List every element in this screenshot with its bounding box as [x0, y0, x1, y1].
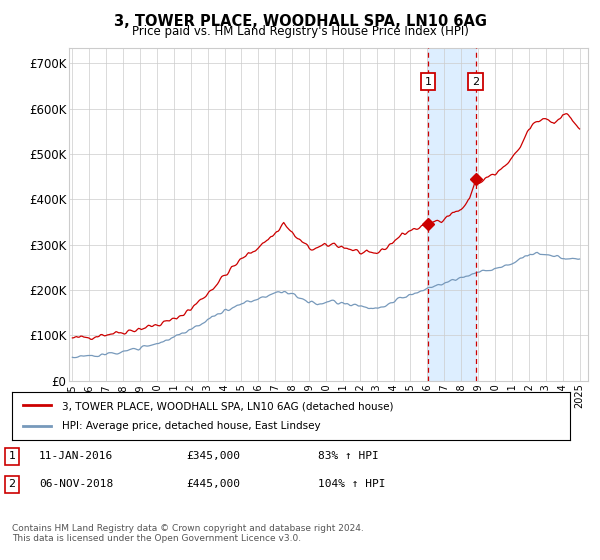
Text: 3, TOWER PLACE, WOODHALL SPA, LN10 6AG (detached house): 3, TOWER PLACE, WOODHALL SPA, LN10 6AG (… — [62, 402, 394, 411]
Text: HPI: Average price, detached house, East Lindsey: HPI: Average price, detached house, East… — [62, 421, 321, 431]
Text: Contains HM Land Registry data © Crown copyright and database right 2024.
This d: Contains HM Land Registry data © Crown c… — [12, 524, 364, 543]
Text: 83% ↑ HPI: 83% ↑ HPI — [318, 451, 379, 461]
Text: 11-JAN-2016: 11-JAN-2016 — [39, 451, 113, 461]
Text: Price paid vs. HM Land Registry's House Price Index (HPI): Price paid vs. HM Land Registry's House … — [131, 25, 469, 38]
Text: 2: 2 — [472, 77, 479, 87]
Text: £345,000: £345,000 — [186, 451, 240, 461]
Text: 1: 1 — [425, 77, 431, 87]
Text: 2: 2 — [8, 479, 16, 489]
Text: 1: 1 — [8, 451, 16, 461]
Text: 06-NOV-2018: 06-NOV-2018 — [39, 479, 113, 489]
Text: 3, TOWER PLACE, WOODHALL SPA, LN10 6AG: 3, TOWER PLACE, WOODHALL SPA, LN10 6AG — [113, 14, 487, 29]
Text: 104% ↑ HPI: 104% ↑ HPI — [318, 479, 386, 489]
Bar — [428, 48, 476, 381]
Text: £445,000: £445,000 — [186, 479, 240, 489]
